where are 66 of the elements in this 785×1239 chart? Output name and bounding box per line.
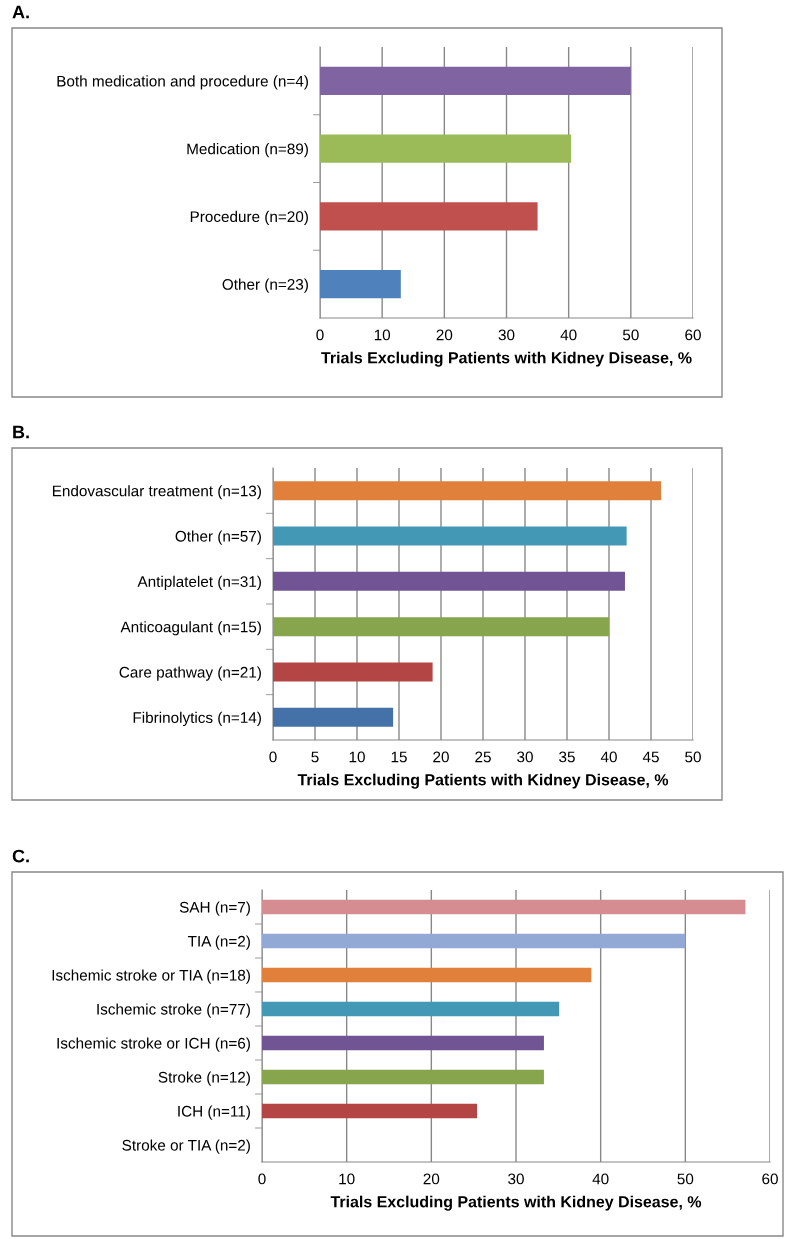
bar: [273, 662, 433, 682]
y-tick-label: Stroke or TIA (n=2): [122, 1139, 250, 1154]
y-tick-label: Ischemic stroke (n=77): [97, 1003, 250, 1018]
x-tick-label: 0: [269, 751, 277, 763]
y-tick-label: Antiplatelet (n=31): [137, 575, 261, 591]
y-tick-label: Both medication and procedure (n=4): [57, 75, 308, 90]
bar: [273, 617, 609, 637]
x-axis-title: Trials Excluding Patients with Kidney Disease, %: [297, 773, 669, 789]
bar: [262, 967, 592, 983]
y-tick-label: SAH (n=7): [179, 901, 250, 916]
x-tick-label: 25: [475, 751, 491, 763]
x-axis-title: Trials Excluding Patients with Kidney Disease, %: [330, 1195, 702, 1211]
x-tick-label: 45: [642, 751, 659, 763]
x-axis-title: Trials Excluding Patients with Kidney Disease, %: [321, 351, 692, 367]
y-tick-label: Fibrinolytics (n=14): [133, 711, 261, 727]
y-tick-label: Stroke (n=12): [158, 1071, 250, 1086]
text: B.: [13, 425, 29, 439]
bar: [262, 1035, 544, 1051]
x-tick-label: 10: [374, 329, 391, 341]
y-tick-label: Care pathway (n=21): [119, 666, 261, 681]
x-tick-label: 20: [433, 751, 449, 763]
y-tick-label: Ischemic stroke or TIA (n=18): [52, 969, 250, 984]
x-tick-label: 20: [423, 1173, 440, 1185]
x-tick-label: 20: [436, 329, 453, 341]
bar: [273, 481, 662, 501]
bar: [273, 571, 625, 591]
x-tick-label: 50: [685, 751, 701, 763]
bar: [262, 1103, 478, 1119]
x-tick-label: 15: [391, 751, 407, 763]
x-tick-label: 60: [685, 329, 701, 341]
x-tick-label: 0: [316, 329, 324, 341]
bar: [262, 1001, 560, 1017]
x-tick-label: 50: [677, 1173, 694, 1185]
y-tick-label: Endovascular treatment (n=13): [52, 485, 261, 500]
x-tick-label: 10: [349, 751, 365, 763]
text: C.: [12, 849, 29, 863]
x-tick-label: 30: [508, 1173, 524, 1185]
x-tick-label: 5: [311, 751, 319, 763]
x-tick-label: 40: [560, 329, 577, 341]
x-tick-label: 40: [592, 1173, 609, 1185]
bar: [320, 269, 401, 299]
x-tick-label: 40: [600, 751, 617, 763]
text: A.: [12, 5, 29, 19]
x-tick-label: 10: [339, 1173, 355, 1185]
bar: [262, 1069, 544, 1085]
y-tick-label: Medication (n=89): [187, 143, 308, 158]
y-tick-label: Other (n=23): [222, 278, 308, 293]
y-tick-label: TIA (n=2): [187, 935, 250, 950]
bar: [320, 134, 572, 163]
y-tick-label: Procedure (n=20): [190, 210, 308, 226]
bar: [320, 66, 631, 96]
x-tick-label: 30: [517, 751, 533, 763]
bar: [262, 899, 746, 915]
x-tick-label: 60: [762, 1173, 778, 1185]
x-tick-label: 50: [622, 329, 639, 341]
y-tick-label: Anticoagulant (n=15): [120, 621, 261, 636]
x-tick-label: 35: [559, 751, 575, 763]
bar: [273, 707, 394, 727]
bar: [273, 526, 627, 546]
y-tick-label: ICH (n=11): [178, 1105, 250, 1120]
y-tick-label: Other (n=57): [175, 530, 261, 545]
bar: [262, 933, 686, 949]
bar: [320, 202, 538, 231]
x-tick-label: 0: [258, 1173, 266, 1185]
x-tick-label: 30: [498, 329, 515, 341]
y-tick-label: Ischemic stroke or ICH (n=6): [57, 1037, 250, 1052]
